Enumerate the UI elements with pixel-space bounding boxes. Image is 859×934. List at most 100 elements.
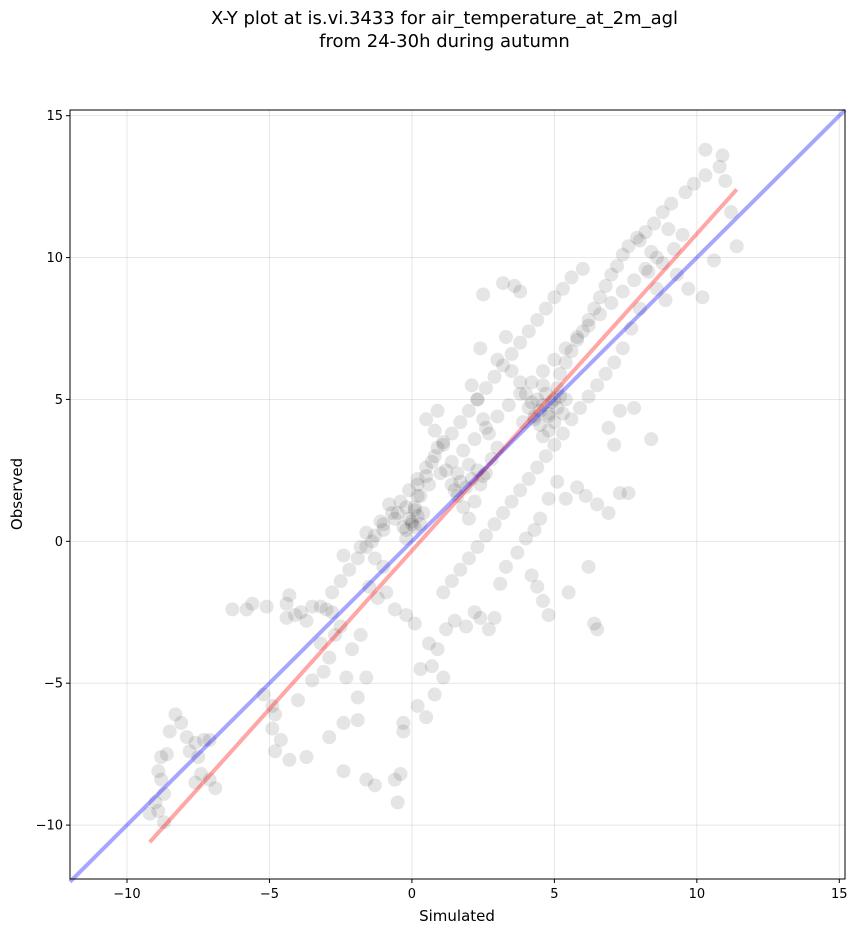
data-point (604, 295, 619, 310)
data-point (610, 259, 625, 274)
data-point (655, 256, 670, 271)
data-point (376, 517, 391, 532)
y-tick-label: 0 (55, 535, 63, 550)
data-point (225, 602, 240, 617)
data-point (393, 494, 408, 509)
data-point (655, 205, 670, 220)
lines-layer (68, 108, 847, 884)
x-tick-label: 10 (689, 887, 706, 902)
data-point (476, 287, 491, 302)
data-point (621, 486, 636, 501)
data-point (345, 642, 360, 657)
data-point (496, 276, 511, 291)
data-point (718, 173, 733, 188)
data-point (367, 778, 382, 793)
data-point (533, 417, 548, 432)
data-point (424, 659, 439, 674)
data-point (436, 670, 451, 685)
data-point (396, 724, 411, 739)
data-point (202, 772, 217, 787)
data-point (555, 406, 570, 421)
data-point (430, 642, 445, 657)
data-point (162, 724, 177, 739)
data-point (518, 531, 533, 546)
data-point (470, 392, 485, 407)
data-point (464, 471, 479, 486)
data-point (362, 579, 377, 594)
data-point (353, 539, 368, 554)
data-point (196, 732, 211, 747)
data-point (564, 270, 579, 285)
data-point (461, 551, 476, 566)
data-point (456, 500, 471, 515)
data-point (444, 426, 459, 441)
data-point (288, 608, 303, 623)
data-point (553, 366, 568, 381)
data-point (581, 312, 596, 327)
data-point (478, 466, 493, 481)
data-point (604, 267, 619, 282)
data-point (359, 670, 374, 685)
data-point (496, 358, 511, 373)
data-point (353, 627, 368, 642)
data-point (316, 664, 331, 679)
data-point (698, 142, 713, 157)
data-point (570, 332, 585, 347)
data-point (413, 488, 428, 503)
data-point (339, 670, 354, 685)
data-point (382, 497, 397, 512)
data-point (590, 497, 605, 512)
data-point (533, 511, 548, 526)
data-point (587, 616, 602, 631)
data-point (430, 403, 445, 418)
data-point (538, 301, 553, 316)
data-point (299, 613, 314, 628)
data-point (644, 432, 659, 447)
data-point (273, 732, 288, 747)
data-point (667, 242, 682, 257)
data-point (404, 514, 419, 529)
data-point (541, 491, 556, 506)
points-layer (142, 142, 744, 830)
data-point (558, 392, 573, 407)
data-point (350, 690, 365, 705)
chart-title-line-1: X-Y plot at is.vi.3433 for air_temperatu… (210, 8, 679, 29)
data-point (538, 386, 553, 401)
ticks-layer: −10 −5 0 5 10 15 −10 −5 0 5 10 15 (36, 109, 848, 902)
x-tick-label: 15 (831, 887, 848, 902)
data-point (148, 795, 163, 810)
data-point (521, 400, 536, 415)
data-point (459, 619, 474, 634)
data-point (467, 605, 482, 620)
data-point (715, 148, 730, 163)
data-point (456, 443, 471, 458)
data-point (575, 324, 590, 339)
data-point (487, 517, 502, 532)
data-point (530, 579, 545, 594)
data-point (510, 545, 525, 560)
data-point (399, 531, 414, 546)
data-point (142, 806, 157, 821)
data-point (336, 548, 351, 563)
data-point (256, 687, 271, 702)
data-point (541, 423, 556, 438)
data-point (573, 400, 588, 415)
data-point (478, 420, 493, 435)
data-point (496, 505, 511, 520)
y-tick-label: −5 (44, 677, 63, 692)
data-point (641, 264, 656, 279)
data-point (518, 386, 533, 401)
x-tick-label: −10 (113, 887, 140, 902)
data-point (624, 321, 639, 336)
x-axis-label: Simulated (419, 907, 495, 925)
data-point (313, 599, 328, 614)
data-point (513, 335, 528, 350)
data-point (550, 381, 565, 396)
data-point (367, 551, 382, 566)
data-point (490, 409, 505, 424)
y-tick-label: −10 (36, 819, 63, 834)
data-point (550, 474, 565, 489)
data-point (669, 267, 684, 282)
data-point (541, 608, 556, 623)
data-point (450, 488, 465, 503)
